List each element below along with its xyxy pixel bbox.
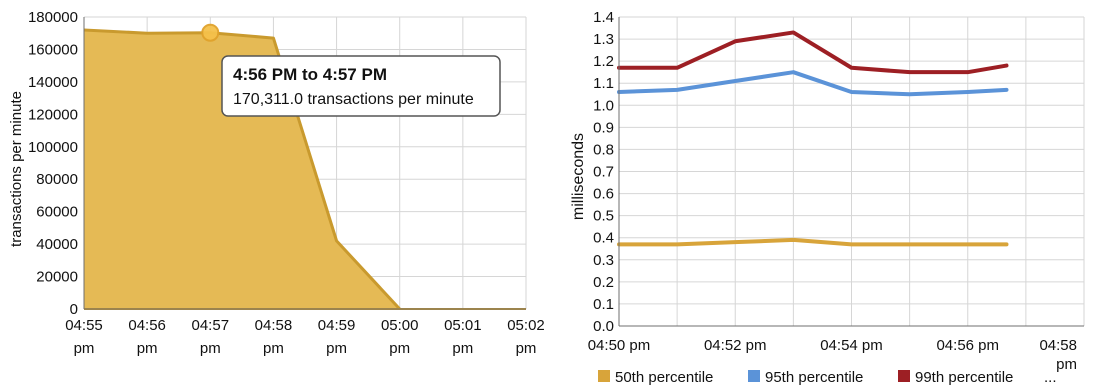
latency-y-tick-label-14: 1.4 (593, 9, 614, 26)
legend-label-2: 99th percentile (915, 369, 1013, 386)
throughput-y-tick-label-7: 140000 (28, 74, 78, 91)
throughput-y-tick-label-9: 180000 (28, 9, 78, 26)
latency-y-tick-label-12: 1.2 (593, 53, 614, 70)
throughput-y-tick-label-1: 20000 (36, 269, 78, 286)
latency-y-tick-label-5: 0.5 (593, 208, 614, 225)
throughput-line (83, 28, 401, 311)
throughput-x-tick-label-1: 04:56 pm (128, 317, 166, 357)
legend-swatch-2 (898, 370, 910, 382)
throughput-y-tick-label-3: 60000 (36, 204, 78, 221)
throughput-y-axis-label: transactions per minute (8, 91, 25, 247)
latency-y-tick-label-2: 0.2 (593, 274, 614, 291)
latency-y-tick-label-7: 0.7 (593, 164, 614, 181)
latency-y-tick-label-13: 1.3 (593, 31, 614, 48)
throughput-x-tick-label-6: 05:01 pm (444, 317, 482, 357)
latency-y-tick-label-10: 1.0 (593, 97, 614, 114)
latency-y-tick-label-9: 0.9 (593, 119, 614, 136)
throughput-x-tick-label-2: 04:57 pm (192, 317, 230, 357)
latency-y-tick-label-3: 0.3 (593, 252, 614, 269)
tooltip-title: 4:56 PM to 4:57 PM (233, 65, 387, 84)
latency-x-tick-label-2: 04:54 pm (820, 337, 883, 354)
throughput-x-tick-label-3: 04:58 pm (255, 317, 293, 357)
throughput-y-tick-label-2: 40000 (36, 236, 78, 253)
latency-x-tick-label-1: 04:52 pm (704, 337, 767, 354)
throughput-y-tick-label-4: 80000 (36, 171, 78, 188)
throughput-y-tick-label-6: 120000 (28, 106, 78, 123)
latency-y-tick-label-6: 0.6 (593, 186, 614, 203)
legend-swatch-0 (598, 370, 610, 382)
latency-y-tick-label-4: 0.4 (593, 230, 614, 247)
latency-x-tick-label-4: 04:58 pm (1039, 337, 1077, 373)
tooltip-value: 170,311.0 transactions per minute (233, 91, 474, 108)
legend-label-0: 50th percentile (615, 369, 713, 386)
throughput-tooltip: 4:56 PM to 4:57 PM 170,311.0 transactions… (221, 55, 501, 117)
latency-series-line-1 (617, 70, 1009, 97)
latency-y-axis-label: milliseconds (570, 133, 587, 220)
latency-series-line-0 (617, 237, 1009, 247)
latency-series-line-2 (617, 30, 1009, 75)
latency-x-tick-label-3: 04:56 pm (936, 337, 999, 354)
legend-label-1: 95th percentile (765, 369, 863, 386)
throughput-x-tick-label-5: 05:00 pm (381, 317, 419, 357)
latency-chart: 0.0 0.1 0.2 0.3 0.4 0.5 0.6 0.7 0.8 0.9 1.0 1.1 1.2 1… (570, 9, 1085, 386)
throughput-y-tick-label-0: 0 (70, 301, 78, 318)
latency-y-tick-label-11: 1.1 (593, 75, 614, 92)
throughput-y-tick-label-8: 160000 (28, 41, 78, 58)
throughput-hover-point[interactable] (201, 23, 220, 42)
latency-y-tick-label-1: 0.1 (593, 296, 614, 313)
throughput-chart: 0 20000 40000 60000 80000 100000 120000 140000 1… (8, 9, 545, 357)
latency-y-tick-label-0: 0.0 (593, 318, 614, 335)
latency-grid (618, 16, 1085, 327)
latency-x-tick-label-0: 04:50 pm (588, 337, 651, 354)
latency-legend: 50th percentile 95th percentile 99th perce… (598, 369, 1057, 386)
throughput-area (84, 29, 400, 309)
throughput-x-tick-label-7: 05:02 pm (507, 317, 545, 357)
latency-y-tick-label-8: 0.8 (593, 141, 614, 158)
throughput-x-tick-label-4: 04:59 pm (318, 317, 356, 357)
tooltip-box (221, 55, 501, 117)
legend-swatch-1 (748, 370, 760, 382)
throughput-x-tick-label-0: 04:55 pm (65, 317, 103, 357)
legend-ellipsis: ... (1044, 369, 1057, 386)
throughput-y-tick-label-5: 100000 (28, 139, 78, 156)
